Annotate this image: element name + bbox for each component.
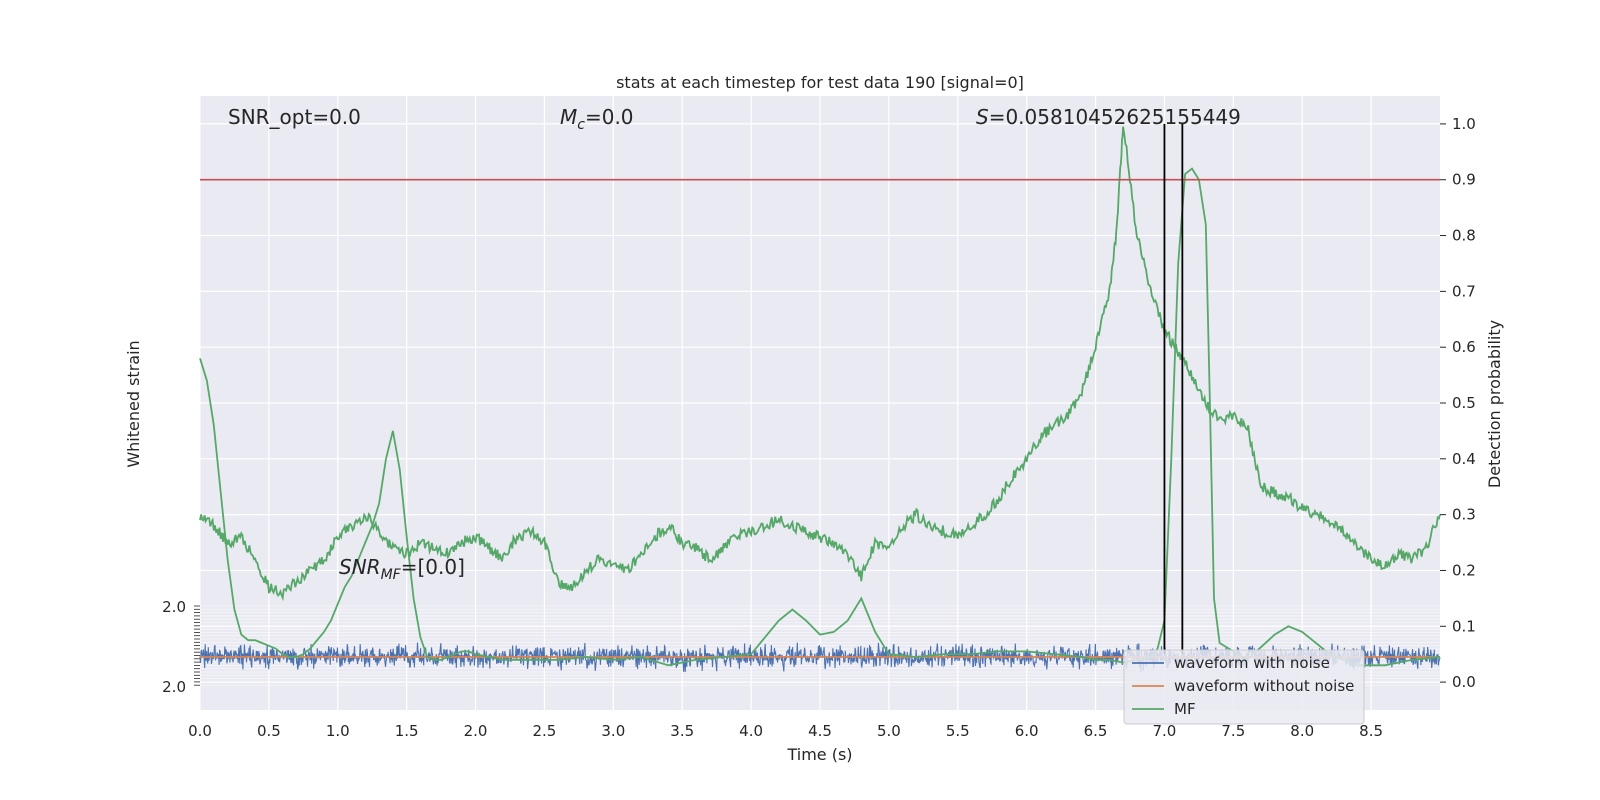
x-axis-ticks: 0.0 0.5 1.0 1.5 2.0 2.5 3.0 3.5 4.0 4.5 5.0 5.5 6.0 6… xyxy=(188,722,1383,740)
x-tick-label: 6.0 xyxy=(1015,722,1039,740)
right-axis-ticks: 0.0 0.1 0.2 0.3 0.4 0.5 0.6 0.7 0.8 0.9 1.0 xyxy=(1440,115,1476,691)
left-tick-top: 2.0 xyxy=(162,598,186,616)
x-tick-label: 6.5 xyxy=(1084,722,1108,740)
right-tick-label: 0.5 xyxy=(1452,394,1476,412)
right-tick-label: 0.7 xyxy=(1452,282,1476,300)
series-detection-probability xyxy=(199,126,1441,602)
chart-title: stats at each timestep for test data 190… xyxy=(616,73,1024,92)
x-tick-label: 2.0 xyxy=(464,722,488,740)
overlay-layer xyxy=(200,123,1440,655)
x-tick-label: 7.0 xyxy=(1153,722,1177,740)
right-tick-label: 0.2 xyxy=(1452,561,1476,579)
x-tick-label: 7.5 xyxy=(1221,722,1245,740)
x-tick-label: 3.0 xyxy=(601,722,625,740)
x-tick-label: 0.0 xyxy=(188,722,212,740)
x-tick-label: 3.5 xyxy=(670,722,694,740)
x-axis-label: Time (s) xyxy=(786,745,852,764)
s-annotation: S=0.05810452625155449 xyxy=(976,105,1241,129)
right-tick-label: 0.8 xyxy=(1452,227,1476,245)
right-axis-label: Detection probability xyxy=(1485,320,1504,488)
right-tick-label: 0.4 xyxy=(1452,450,1476,468)
x-tick-label: 1.5 xyxy=(395,722,419,740)
right-tick-label: 1.0 xyxy=(1452,115,1476,133)
x-tick-label: 5.5 xyxy=(946,722,970,740)
legend-label-noise: waveform with noise xyxy=(1174,654,1330,672)
left-axis-label: Whitened strain xyxy=(124,340,143,467)
right-tick-label: 0.0 xyxy=(1452,673,1476,691)
x-tick-label: 1.0 xyxy=(326,722,350,740)
x-tick-label: 8.0 xyxy=(1290,722,1314,740)
right-tick-label: 0.1 xyxy=(1452,617,1476,635)
x-tick-label: 4.5 xyxy=(808,722,832,740)
right-tick-label: 0.3 xyxy=(1452,506,1476,524)
snr-opt-annotation: SNR_opt=0.0 xyxy=(228,105,361,129)
legend-label-clean: waveform without noise xyxy=(1174,677,1354,695)
left-tick-bottom: 2.0 xyxy=(162,678,186,696)
x-tick-label: 4.0 xyxy=(739,722,763,740)
legend-box xyxy=(1123,649,1365,725)
x-tick-label: 5.0 xyxy=(877,722,901,740)
x-tick-label: 8.5 xyxy=(1359,722,1383,740)
x-tick-label: 2.5 xyxy=(533,722,557,740)
x-tick-label: 0.5 xyxy=(257,722,281,740)
right-tick-label: 0.9 xyxy=(1452,171,1476,189)
mc-annotation: Mc=0.0 xyxy=(560,105,634,133)
snr-mf-annotation: SNRMF=[0.0] xyxy=(339,555,465,583)
right-tick-label: 0.6 xyxy=(1452,338,1476,356)
legend: waveform with noise waveform without noi… xyxy=(1123,649,1365,725)
legend-label-mf: MF xyxy=(1174,700,1196,718)
